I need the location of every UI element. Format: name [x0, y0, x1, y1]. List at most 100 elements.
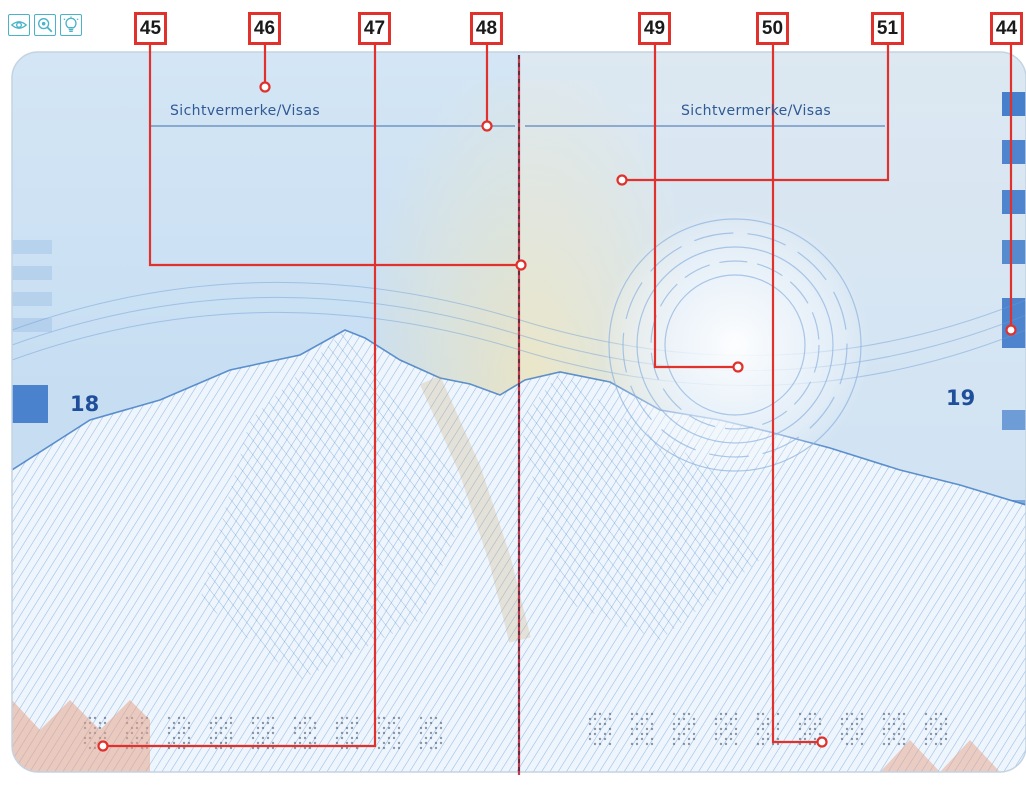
- perforation-dot: [256, 741, 260, 745]
- perforation-dot: [167, 726, 171, 730]
- perforation-dot: [256, 726, 260, 730]
- marker-44: [1005, 324, 1017, 336]
- perforation-dot: [298, 726, 302, 730]
- perforation-dot: [645, 732, 649, 736]
- perforation-dot: [172, 721, 176, 725]
- perforation-dot: [818, 722, 822, 726]
- perforation-dot: [303, 746, 307, 750]
- perforation-dot: [850, 737, 854, 741]
- marker-50: [816, 736, 828, 748]
- perforation-dot: [335, 741, 339, 745]
- perforation-dot: [677, 732, 681, 736]
- perforation-dot: [313, 726, 317, 730]
- perforation-dot: [682, 742, 686, 746]
- perforation-dot: [187, 741, 191, 745]
- perforation-dot: [419, 746, 423, 750]
- perforation-dot: [845, 732, 849, 736]
- perforation-dot: [756, 732, 760, 736]
- perforation-dot: [944, 737, 948, 741]
- perforation-dot: [798, 742, 802, 746]
- callout-45[interactable]: 45: [134, 12, 167, 45]
- perforation-dot: [397, 741, 401, 745]
- perforation-dot: [397, 726, 401, 730]
- perforation-dot: [897, 717, 901, 721]
- perforation-dot: [645, 742, 649, 746]
- callout-46[interactable]: 46: [248, 12, 281, 45]
- perforation-dot: [266, 746, 270, 750]
- perforation-dot: [103, 716, 107, 720]
- perforation-dot: [340, 731, 344, 735]
- perforation-dot: [219, 731, 223, 735]
- perforation-dot: [756, 717, 760, 721]
- perforation-dot: [167, 731, 171, 735]
- perforation-dot: [424, 721, 428, 725]
- perforation-dot: [882, 717, 886, 721]
- perforation-dot: [387, 726, 391, 730]
- callout-50[interactable]: 50: [756, 12, 789, 45]
- perforation-dot: [392, 716, 396, 720]
- perforation-dot: [682, 727, 686, 731]
- perforation-dot: [855, 737, 859, 741]
- perforation-dot: [672, 722, 676, 726]
- perforation-dot: [887, 737, 891, 741]
- uv-view-button[interactable]: [34, 14, 56, 36]
- perforation-dot: [298, 741, 302, 745]
- callout-48[interactable]: 48: [470, 12, 503, 45]
- perforation-dot: [692, 722, 696, 726]
- perforation-dot: [172, 736, 176, 740]
- perforation-dot: [924, 742, 928, 746]
- perforation-dot: [776, 742, 780, 746]
- perforation-dot: [182, 746, 186, 750]
- callout-44[interactable]: 44: [990, 12, 1023, 45]
- callout-49[interactable]: 49: [638, 12, 671, 45]
- perforation-dot: [635, 722, 639, 726]
- leader-line-50: [771, 45, 822, 744]
- perforation-dot: [434, 741, 438, 745]
- perforation-dot: [640, 732, 644, 736]
- perforation-dot: [588, 732, 592, 736]
- perforation-dot: [608, 742, 612, 746]
- perforation-dot: [645, 712, 649, 716]
- perforation-dot: [798, 722, 802, 726]
- perforation-dot: [103, 721, 107, 725]
- callout-51[interactable]: 51: [871, 12, 904, 45]
- perforation-dot: [766, 732, 770, 736]
- perforation-dot: [340, 721, 344, 725]
- perforation-dot: [608, 727, 612, 731]
- perforation-dot: [776, 737, 780, 741]
- perforation-dot: [224, 736, 228, 740]
- marker-51: [616, 174, 628, 186]
- perforation-dot: [887, 722, 891, 726]
- uv-magnifier-icon: [38, 18, 53, 33]
- perforation-dot: [229, 716, 233, 720]
- perforation-dot: [902, 742, 906, 746]
- perforation-dot: [892, 737, 896, 741]
- marker-46: [259, 81, 271, 93]
- perforation-dot: [808, 742, 812, 746]
- perforation-dot: [798, 712, 802, 716]
- perforation-dot: [729, 717, 733, 721]
- perforation-dot: [266, 731, 270, 735]
- perforation-dot: [902, 722, 906, 726]
- perforation-dot: [813, 712, 817, 716]
- perforation-dot: [439, 726, 443, 730]
- perforation-dot: [177, 746, 181, 750]
- perforation-dot: [761, 737, 765, 741]
- perforation-dot: [635, 712, 639, 716]
- eye-view-button[interactable]: [8, 14, 30, 36]
- perforation-dot: [734, 712, 738, 716]
- perforation-dot: [692, 717, 696, 721]
- perforation-dot: [939, 727, 943, 731]
- transmitted-light-button[interactable]: [60, 14, 82, 36]
- perforation-dot: [209, 721, 213, 725]
- perforation-dot: [335, 721, 339, 725]
- perforation-dot: [308, 716, 312, 720]
- perforation-dot: [813, 742, 817, 746]
- perforation-dot: [219, 716, 223, 720]
- perforation-dot: [382, 731, 386, 735]
- perforation-dot: [429, 721, 433, 725]
- perforation-dot: [256, 746, 260, 750]
- callout-47[interactable]: 47: [358, 12, 391, 45]
- perforation-dot: [630, 727, 634, 731]
